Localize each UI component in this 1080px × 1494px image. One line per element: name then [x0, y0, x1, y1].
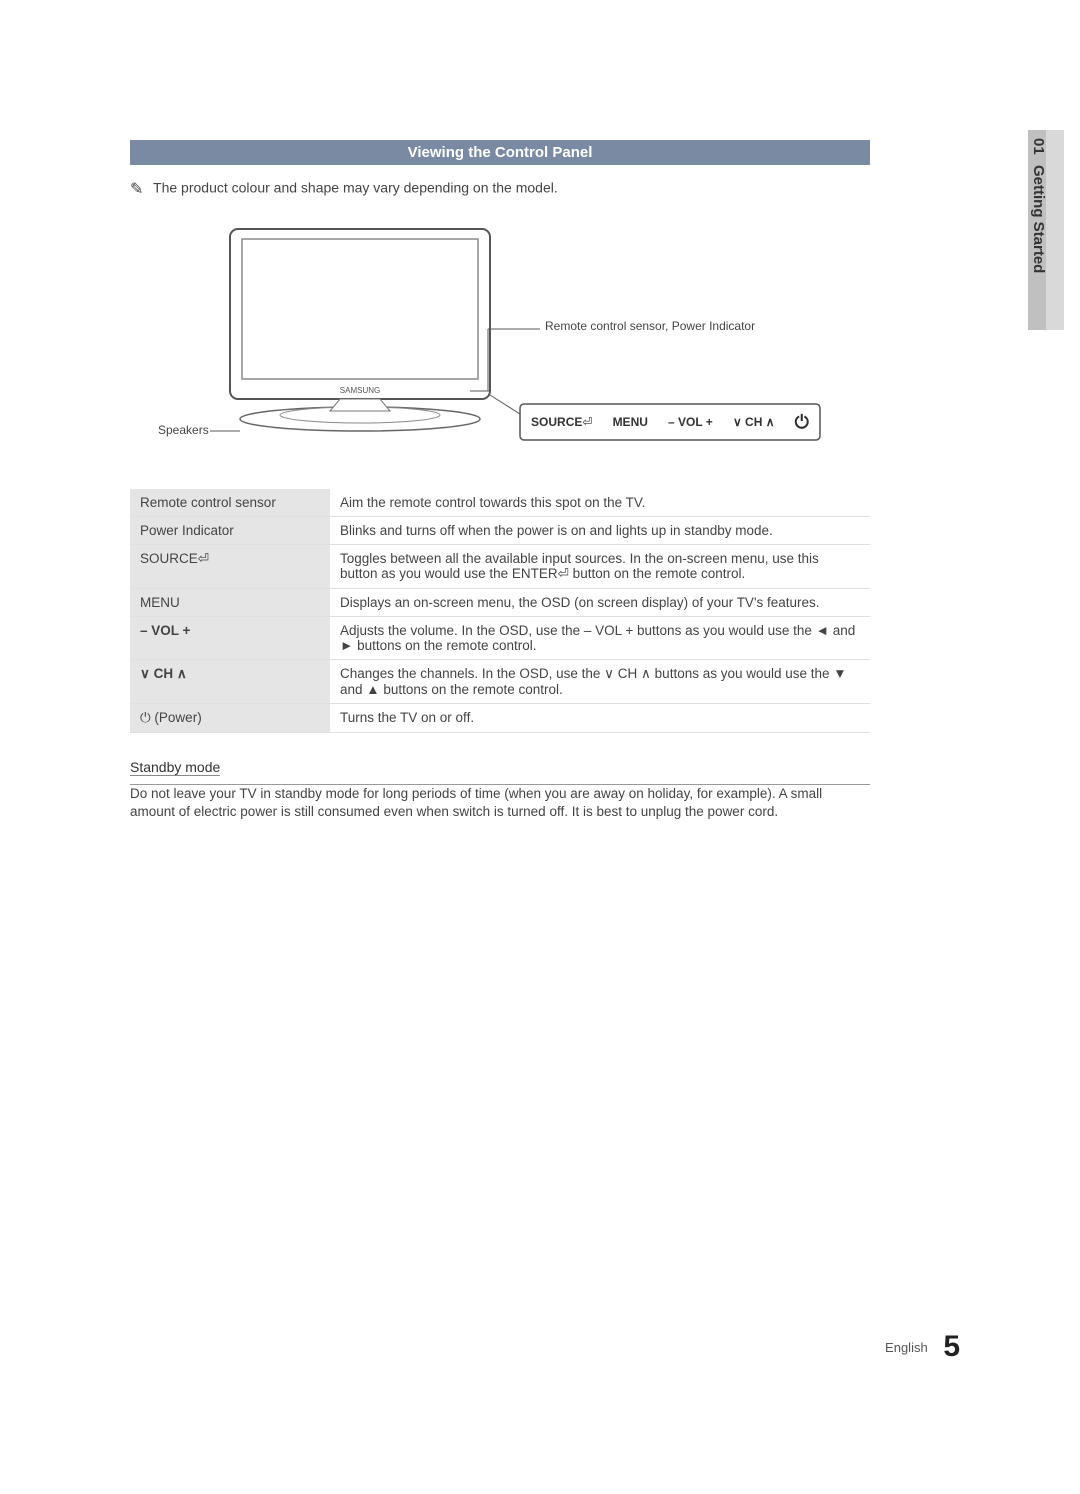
row-label: ⏻ (Power) — [130, 704, 330, 733]
page-footer: English 5 — [885, 1330, 960, 1364]
enter-icon: ⏎ — [582, 415, 592, 429]
row-label: ∨ CH ∧ — [130, 660, 330, 704]
footer-lang: English — [885, 1340, 928, 1355]
controls-tbody: Remote control sensor Aim the remote con… — [130, 489, 870, 733]
row-desc: Displays an on-screen menu, the OSD (on … — [330, 589, 870, 617]
table-row: MENU Displays an on-screen menu, the OSD… — [130, 589, 870, 617]
power-button[interactable]: ⏻ — [795, 412, 809, 433]
table-row: Remote control sensor Aim the remote con… — [130, 489, 870, 517]
section-header: Viewing the Control Panel — [130, 140, 870, 165]
table-row: ⏻ (Power) Turns the TV on or off. — [130, 704, 870, 733]
row-desc: Turns the TV on or off. — [330, 704, 870, 733]
standby-title: Standby mode — [130, 759, 220, 776]
vol-button[interactable]: – VOL + — [668, 415, 713, 429]
brand-text: SAMSUNG — [340, 386, 380, 395]
row-label: SOURCE⏎ — [130, 545, 330, 589]
callout-sensor: Remote control sensor, Power Indicator — [545, 319, 755, 333]
table-row: ∨ CH ∧ Changes the channels. In the OSD,… — [130, 660, 870, 704]
page-number: 5 — [943, 1330, 960, 1363]
page-content: Viewing the Control Panel ✎ The product … — [130, 140, 870, 821]
table-row: Power Indicator Blinks and turns off whe… — [130, 517, 870, 545]
chapter-label: Getting Started — [1030, 165, 1047, 273]
source-label: SOURCE — [531, 415, 582, 429]
row-label: – VOL + — [130, 617, 330, 660]
row-label: MENU — [130, 589, 330, 617]
table-row: – VOL + Adjusts the volume. In the OSD, … — [130, 617, 870, 660]
chapter-number: 01 — [1030, 138, 1047, 155]
button-row: SOURCE⏎ MENU – VOL + ∨ CH ∧ ⏻ — [528, 406, 812, 438]
source-button[interactable]: SOURCE⏎ — [531, 415, 592, 429]
table-row: SOURCE⏎ Toggles between all the availabl… — [130, 545, 870, 589]
row-desc: Changes the channels. In the OSD, use th… — [330, 660, 870, 704]
chapter-tab: 01 Getting Started — [1028, 130, 1064, 330]
row-desc: Blinks and turns off when the power is o… — [330, 517, 870, 545]
row-desc: Toggles between all the available input … — [330, 545, 870, 589]
standby-body: Do not leave your TV in standby mode for… — [130, 785, 870, 821]
callout-speakers: Speakers — [158, 423, 209, 437]
ch-button[interactable]: ∨ CH ∧ — [733, 415, 775, 429]
row-label: Remote control sensor — [130, 489, 330, 517]
row-desc: Aim the remote control towards this spot… — [330, 489, 870, 517]
note-line: ✎ The product colour and shape may vary … — [130, 179, 870, 199]
tv-figure: SAMSUNG Remote control sensor, Power Ind… — [150, 219, 850, 459]
row-desc: Adjusts the volume. In the OSD, use the … — [330, 617, 870, 660]
menu-button[interactable]: MENU — [613, 415, 648, 429]
chapter-tab-text: 01 Getting Started — [1030, 138, 1047, 273]
note-icon: ✎ — [130, 179, 143, 199]
controls-table: Remote control sensor Aim the remote con… — [130, 489, 870, 733]
row-label: Power Indicator — [130, 517, 330, 545]
note-text: The product colour and shape may vary de… — [153, 180, 558, 196]
